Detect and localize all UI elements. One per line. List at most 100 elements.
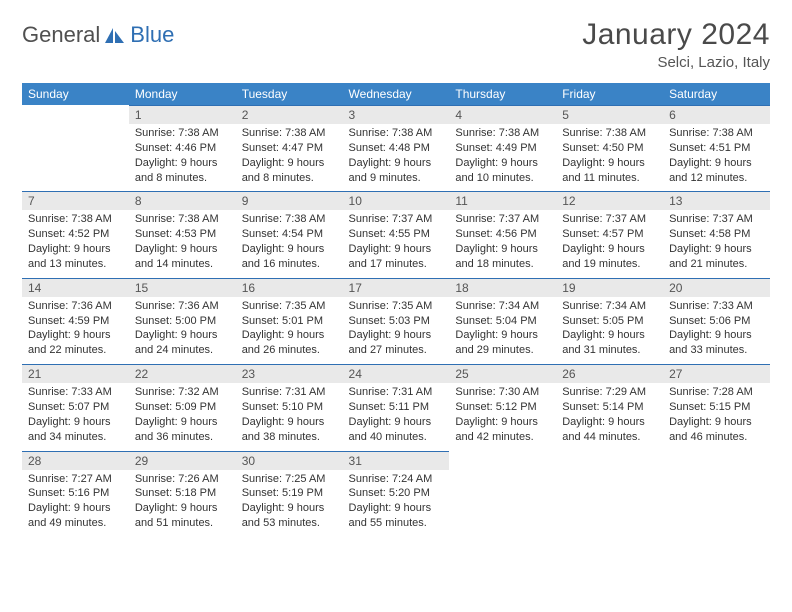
day-number: 24	[343, 364, 450, 383]
day-detail-line: Sunrise: 7:27 AM	[28, 472, 123, 487]
day-number: 8	[129, 191, 236, 210]
day-details: Sunrise: 7:37 AMSunset: 4:57 PMDaylight:…	[556, 210, 663, 275]
day-number: 27	[663, 364, 770, 383]
day-detail-line: Daylight: 9 hours	[669, 242, 764, 257]
day-number: 20	[663, 278, 770, 297]
day-detail-line: Sunset: 4:49 PM	[455, 141, 550, 156]
day-detail-line: Sunset: 5:01 PM	[242, 314, 337, 329]
day-detail-line: Sunset: 4:53 PM	[135, 227, 230, 242]
day-detail-line: Daylight: 9 hours	[669, 156, 764, 171]
day-detail-line: and 21 minutes.	[669, 257, 764, 272]
day-number: 30	[236, 451, 343, 470]
calendar-cell: 24Sunrise: 7:31 AMSunset: 5:11 PMDayligh…	[343, 364, 450, 450]
calendar-page: General Blue January 2024 Selci, Lazio, …	[0, 0, 792, 547]
calendar-cell: 11Sunrise: 7:37 AMSunset: 4:56 PMDayligh…	[449, 191, 556, 277]
day-header: Tuesday	[236, 83, 343, 105]
day-detail-line: and 17 minutes.	[349, 257, 444, 272]
month-title: January 2024	[582, 18, 770, 52]
calendar-cell: 30Sunrise: 7:25 AMSunset: 5:19 PMDayligh…	[236, 451, 343, 537]
day-detail-line: Daylight: 9 hours	[562, 415, 657, 430]
day-detail-line: Sunset: 4:56 PM	[455, 227, 550, 242]
day-details: Sunrise: 7:36 AMSunset: 4:59 PMDaylight:…	[22, 297, 129, 362]
calendar-cell	[22, 105, 129, 191]
day-number: 13	[663, 191, 770, 210]
day-detail-line: and 51 minutes.	[135, 516, 230, 531]
day-number: 6	[663, 105, 770, 124]
day-detail-line: Sunrise: 7:29 AM	[562, 385, 657, 400]
day-detail-line: Daylight: 9 hours	[135, 415, 230, 430]
day-detail-line: Sunrise: 7:38 AM	[455, 126, 550, 141]
day-details: Sunrise: 7:38 AMSunset: 4:51 PMDaylight:…	[663, 124, 770, 189]
day-details: Sunrise: 7:31 AMSunset: 5:10 PMDaylight:…	[236, 383, 343, 448]
calendar-cell: 26Sunrise: 7:29 AMSunset: 5:14 PMDayligh…	[556, 364, 663, 450]
calendar-cell: 2Sunrise: 7:38 AMSunset: 4:47 PMDaylight…	[236, 105, 343, 191]
day-number: 14	[22, 278, 129, 297]
day-number: 10	[343, 191, 450, 210]
day-detail-line: Daylight: 9 hours	[242, 156, 337, 171]
day-detail-line: Sunset: 4:54 PM	[242, 227, 337, 242]
day-detail-line: Sunset: 5:05 PM	[562, 314, 657, 329]
day-detail-line: Sunrise: 7:38 AM	[242, 212, 337, 227]
calendar-cell: 7Sunrise: 7:38 AMSunset: 4:52 PMDaylight…	[22, 191, 129, 277]
calendar-cell: 9Sunrise: 7:38 AMSunset: 4:54 PMDaylight…	[236, 191, 343, 277]
day-details: Sunrise: 7:26 AMSunset: 5:18 PMDaylight:…	[129, 470, 236, 535]
day-detail-line: and 49 minutes.	[28, 516, 123, 531]
day-details: Sunrise: 7:31 AMSunset: 5:11 PMDaylight:…	[343, 383, 450, 448]
day-detail-line: and 12 minutes.	[669, 171, 764, 186]
day-number: 21	[22, 364, 129, 383]
day-detail-line: Sunrise: 7:38 AM	[135, 212, 230, 227]
day-details: Sunrise: 7:37 AMSunset: 4:55 PMDaylight:…	[343, 210, 450, 275]
calendar-cell	[449, 451, 556, 537]
day-detail-line: Sunrise: 7:38 AM	[242, 126, 337, 141]
day-detail-line: Daylight: 9 hours	[349, 328, 444, 343]
day-detail-line: and 33 minutes.	[669, 343, 764, 358]
day-detail-line: Daylight: 9 hours	[455, 328, 550, 343]
day-detail-line: Sunrise: 7:35 AM	[242, 299, 337, 314]
day-details: Sunrise: 7:38 AMSunset: 4:52 PMDaylight:…	[22, 210, 129, 275]
logo: General Blue	[22, 18, 174, 48]
day-details: Sunrise: 7:38 AMSunset: 4:49 PMDaylight:…	[449, 124, 556, 189]
day-detail-line: Sunset: 5:07 PM	[28, 400, 123, 415]
day-detail-line: and 22 minutes.	[28, 343, 123, 358]
day-detail-line: and 31 minutes.	[562, 343, 657, 358]
day-detail-line: Daylight: 9 hours	[349, 501, 444, 516]
day-detail-line: Sunset: 5:20 PM	[349, 486, 444, 501]
day-header-row: SundayMondayTuesdayWednesdayThursdayFrid…	[22, 83, 770, 105]
calendar-cell: 8Sunrise: 7:38 AMSunset: 4:53 PMDaylight…	[129, 191, 236, 277]
logo-text-general: General	[22, 22, 100, 48]
day-details: Sunrise: 7:38 AMSunset: 4:54 PMDaylight:…	[236, 210, 343, 275]
day-number: 17	[343, 278, 450, 297]
day-detail-line: Daylight: 9 hours	[562, 242, 657, 257]
day-detail-line: Daylight: 9 hours	[28, 415, 123, 430]
day-detail-line: Sunrise: 7:38 AM	[669, 126, 764, 141]
day-detail-line: and 18 minutes.	[455, 257, 550, 272]
day-detail-line: Sunrise: 7:28 AM	[669, 385, 764, 400]
calendar-cell: 31Sunrise: 7:24 AMSunset: 5:20 PMDayligh…	[343, 451, 450, 537]
day-details: Sunrise: 7:36 AMSunset: 5:00 PMDaylight:…	[129, 297, 236, 362]
day-detail-line: Sunrise: 7:31 AM	[242, 385, 337, 400]
day-details: Sunrise: 7:38 AMSunset: 4:46 PMDaylight:…	[129, 124, 236, 189]
day-detail-line: Sunrise: 7:30 AM	[455, 385, 550, 400]
calendar-week-row: 21Sunrise: 7:33 AMSunset: 5:07 PMDayligh…	[22, 364, 770, 450]
day-detail-line: Sunset: 4:52 PM	[28, 227, 123, 242]
day-detail-line: and 26 minutes.	[242, 343, 337, 358]
day-header: Thursday	[449, 83, 556, 105]
day-details: Sunrise: 7:34 AMSunset: 5:04 PMDaylight:…	[449, 297, 556, 362]
day-details: Sunrise: 7:33 AMSunset: 5:06 PMDaylight:…	[663, 297, 770, 362]
calendar-cell: 22Sunrise: 7:32 AMSunset: 5:09 PMDayligh…	[129, 364, 236, 450]
day-detail-line: Sunset: 4:51 PM	[669, 141, 764, 156]
day-detail-line: Sunset: 4:58 PM	[669, 227, 764, 242]
day-number: 25	[449, 364, 556, 383]
day-detail-line: Sunrise: 7:34 AM	[562, 299, 657, 314]
sails-icon	[104, 26, 126, 44]
calendar-cell: 1Sunrise: 7:38 AMSunset: 4:46 PMDaylight…	[129, 105, 236, 191]
calendar-cell: 21Sunrise: 7:33 AMSunset: 5:07 PMDayligh…	[22, 364, 129, 450]
calendar-cell: 3Sunrise: 7:38 AMSunset: 4:48 PMDaylight…	[343, 105, 450, 191]
calendar-week-row: 7Sunrise: 7:38 AMSunset: 4:52 PMDaylight…	[22, 191, 770, 277]
day-detail-line: and 44 minutes.	[562, 430, 657, 445]
day-detail-line: Daylight: 9 hours	[455, 242, 550, 257]
day-number: 15	[129, 278, 236, 297]
day-number: 11	[449, 191, 556, 210]
day-detail-line: Daylight: 9 hours	[455, 156, 550, 171]
day-detail-line: Sunset: 5:10 PM	[242, 400, 337, 415]
